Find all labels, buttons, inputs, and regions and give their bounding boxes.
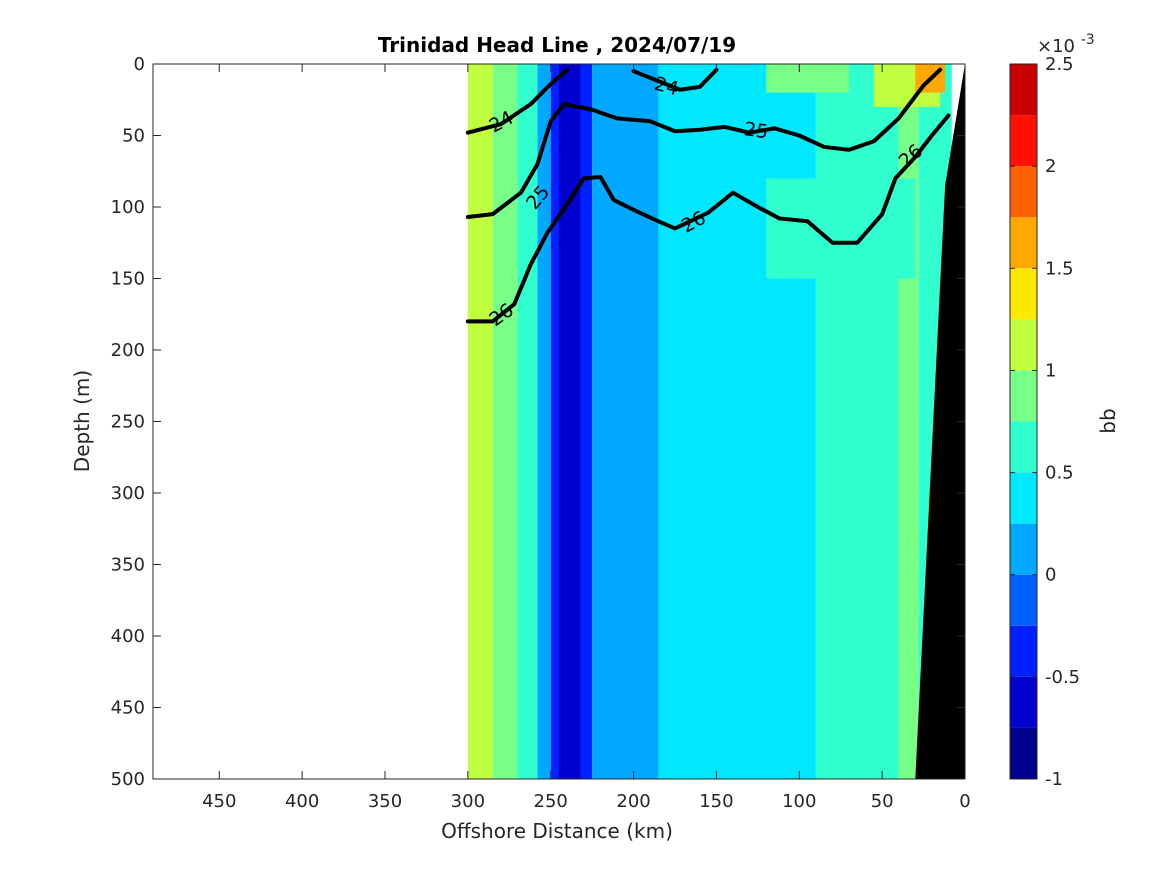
colorbar-swatch xyxy=(1010,319,1037,371)
heatmap-band xyxy=(559,64,581,779)
heatmap-band xyxy=(492,64,518,779)
y-tick-label: 150 xyxy=(111,269,145,290)
y-tick-label: 100 xyxy=(111,197,145,218)
colorbar-swatch xyxy=(1010,115,1037,167)
y-axis-label: Depth (m) xyxy=(70,370,94,472)
x-tick-label: 0 xyxy=(959,791,970,812)
contour-line xyxy=(465,67,570,135)
heatmap-band xyxy=(467,64,493,779)
y-tick-label: 350 xyxy=(111,555,145,576)
colorbar-frame xyxy=(1009,63,1038,780)
x-tick-label: 450 xyxy=(202,791,236,812)
x-tick-label: 200 xyxy=(616,791,650,812)
x-tick-label: 100 xyxy=(782,791,816,812)
colorbar-swatch xyxy=(1010,727,1037,779)
colorbar-tick-label: 2 xyxy=(1045,156,1056,177)
colorbar-swatch xyxy=(1010,217,1037,269)
heatmap-band xyxy=(658,64,816,779)
colorbar-swatch xyxy=(1010,370,1037,422)
x-tick-label: 400 xyxy=(285,791,319,812)
colorbar-swatch xyxy=(1010,64,1037,116)
y-tick-label: 250 xyxy=(111,412,145,433)
heatmap-bands xyxy=(467,64,952,779)
bottom-topography xyxy=(915,64,965,779)
x-tick-label: 150 xyxy=(699,791,733,812)
chart-title: Trinidad Head Line , 2024/07/19 xyxy=(378,33,736,57)
colorbar-swatch xyxy=(1010,523,1037,575)
x-tick-label: 300 xyxy=(451,791,485,812)
colorbar-ticks: 2.5 2 1.5 1 0.5 0 -0.5 -1 xyxy=(1010,54,1080,790)
colorbar-swatch xyxy=(1010,166,1037,218)
contour-line xyxy=(465,67,943,220)
y-tick-label: 0 xyxy=(134,54,145,75)
y-tick-label: 300 xyxy=(111,483,145,504)
contour-line xyxy=(631,67,719,92)
colorbar-tick-label: 0 xyxy=(1045,565,1056,586)
heatmap-patch xyxy=(766,178,916,279)
x-axis-label: Offshore Distance (km) xyxy=(441,819,673,843)
y-tick-label: 50 xyxy=(122,126,145,147)
contour-line xyxy=(465,113,951,324)
colorbar-exponent-power: -3 xyxy=(1081,32,1095,48)
colorbar-label: bb xyxy=(1096,408,1120,433)
heatmap-band xyxy=(580,64,593,779)
colorbar-exponent: ×10 -3 xyxy=(1037,32,1095,57)
colorbar-swatches xyxy=(1010,64,1037,779)
colorbar-tick-label: -0.5 xyxy=(1045,667,1080,688)
heatmap-band xyxy=(517,64,538,779)
colorbar-swatch xyxy=(1010,268,1037,320)
colorbar-swatch xyxy=(1010,625,1037,677)
heatmap-band xyxy=(592,64,617,779)
colorbar-swatch xyxy=(1010,421,1037,473)
colorbar-swatch xyxy=(1010,676,1037,728)
x-tick-label: 50 xyxy=(871,791,894,812)
x-axis: 450 400 350 300 250 200 150 100 50 0 xyxy=(202,64,971,812)
y-tick-label: 200 xyxy=(111,340,145,361)
density-contours xyxy=(465,67,951,324)
colorbar-tick-label: 2.5 xyxy=(1045,54,1074,75)
colorbar-tick-label: 0.5 xyxy=(1045,463,1074,484)
colorbar-tick-label: 1.5 xyxy=(1045,258,1074,279)
heatmap-patch xyxy=(766,64,849,93)
colorbar: 2.5 2 1.5 1 0.5 0 -0.5 -1 ×10 -3 bb xyxy=(1009,32,1120,790)
heatmap-band xyxy=(550,64,559,779)
contour-label: 25 xyxy=(743,118,770,143)
x-tick-label: 350 xyxy=(368,791,402,812)
colorbar-swatch xyxy=(1010,574,1037,626)
heatmap-band xyxy=(617,64,659,779)
heatmap-band xyxy=(537,64,551,779)
colorbar-exponent-base: ×10 xyxy=(1037,36,1075,57)
y-tick-label: 400 xyxy=(111,626,145,647)
x-tick-label: 250 xyxy=(534,791,568,812)
heatmap-band xyxy=(815,64,899,779)
colorbar-tick-label: -1 xyxy=(1045,769,1063,790)
colorbar-swatch xyxy=(1010,472,1037,524)
y-axis: 0 50 100 150 200 250 300 350 400 450 500 xyxy=(111,54,965,790)
y-tick-label: 450 xyxy=(111,698,145,719)
colorbar-tick-label: 1 xyxy=(1045,360,1056,381)
y-tick-label: 500 xyxy=(111,769,145,790)
